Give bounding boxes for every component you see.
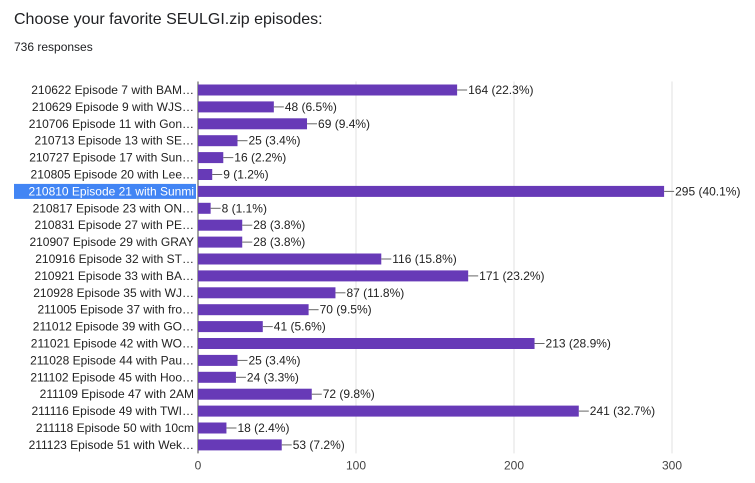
bar (198, 439, 282, 451)
data-label: 16 (2.2%) (234, 151, 286, 165)
category-label: 211028 Episode 44 with Pau… (30, 353, 194, 367)
bar (198, 338, 535, 349)
category-label: 210831 Episode 27 with PE… (35, 218, 194, 232)
bar (198, 371, 236, 383)
bar (198, 236, 243, 248)
category-label: 211102 Episode 45 with Hoo… (30, 370, 194, 384)
data-label: 9 (1.2%) (223, 168, 268, 182)
data-label: 241 (32.7%) (590, 404, 655, 418)
bar (198, 152, 224, 164)
x-tick-label: 200 (504, 458, 524, 472)
bar (198, 270, 469, 282)
data-label: 24 (3.3%) (247, 370, 299, 384)
category-label: 210817 Episode 23 with ON… (33, 201, 194, 215)
data-label: 72 (9.8%) (323, 387, 375, 401)
bar (198, 304, 309, 316)
category-label: 211005 Episode 37 with fro… (37, 303, 194, 317)
bar (198, 135, 238, 147)
category-label: 210713 Episode 13 with SE… (35, 134, 194, 148)
data-label: 213 (28.9%) (546, 337, 611, 351)
data-label: 53 (7.2%) (293, 438, 345, 452)
x-tick-label: 100 (346, 458, 366, 472)
bar (198, 422, 227, 434)
bar (198, 287, 336, 299)
bar (198, 321, 263, 333)
data-label: 8 (1.1%) (222, 201, 267, 215)
bar (198, 202, 211, 214)
bar (198, 354, 238, 366)
data-label: 28 (3.8%) (253, 218, 305, 232)
category-label: 210810 Episode 21 with Sunmi (29, 184, 194, 198)
data-label: 28 (3.8%) (253, 235, 305, 249)
category-label: 210928 Episode 35 with WJ… (33, 286, 194, 300)
category-label: 210907 Episode 29 with GRAY (29, 235, 194, 249)
data-label: 25 (3.4%) (249, 353, 301, 367)
bar (198, 101, 274, 113)
category-label: 210629 Episode 9 with WJS… (32, 100, 194, 114)
category-label: 210727 Episode 17 with Sun… (29, 151, 194, 165)
data-label: 164 (22.3%) (468, 83, 533, 97)
category-label: 210805 Episode 20 with Lee… (31, 168, 194, 182)
data-label: 116 (15.8%) (392, 252, 456, 266)
bar (198, 118, 308, 130)
x-tick-label: 0 (195, 458, 202, 472)
data-label: 41 (5.6%) (274, 320, 326, 334)
data-label: 70 (9.5%) (320, 303, 372, 317)
category-label: 210916 Episode 32 with ST… (35, 252, 194, 266)
response-count: 736 responses (14, 40, 93, 54)
category-label: 211116 Episode 49 with TWI… (31, 404, 194, 418)
data-label: 69 (9.4%) (318, 117, 370, 131)
question-title: Choose your favorite SEULGI.zip episodes… (14, 11, 323, 28)
category-label: 211109 Episode 47 with 2AM (40, 387, 194, 401)
category-label: 211012 Episode 39 with GO… (33, 320, 194, 334)
data-label: 87 (11.8%) (346, 286, 404, 300)
data-label: 18 (2.4%) (237, 421, 289, 435)
bar (198, 219, 243, 231)
bar (198, 84, 458, 96)
category-label: 210706 Episode 11 with Gon… (29, 117, 194, 131)
category-label: 211123 Episode 51 with Wek… (29, 438, 194, 452)
data-label: 295 (40.1%) (675, 184, 740, 198)
highlight-background (14, 183, 196, 199)
data-label: 48 (6.5%) (285, 100, 337, 114)
data-label: 171 (23.2%) (479, 269, 544, 283)
bar (198, 405, 579, 417)
x-tick-label: 300 (662, 458, 682, 472)
category-label: 211021 Episode 42 with WO… (31, 337, 194, 351)
category-label: 210921 Episode 33 with BA… (35, 269, 194, 283)
bar (198, 253, 382, 265)
category-label: 211118 Episode 50 with 10cm (36, 421, 194, 435)
category-label: 210622 Episode 7 with BAM… (31, 83, 194, 97)
bar (198, 169, 213, 180)
bar (198, 388, 312, 400)
bar (198, 185, 665, 197)
data-label: 25 (3.4%) (249, 134, 301, 148)
